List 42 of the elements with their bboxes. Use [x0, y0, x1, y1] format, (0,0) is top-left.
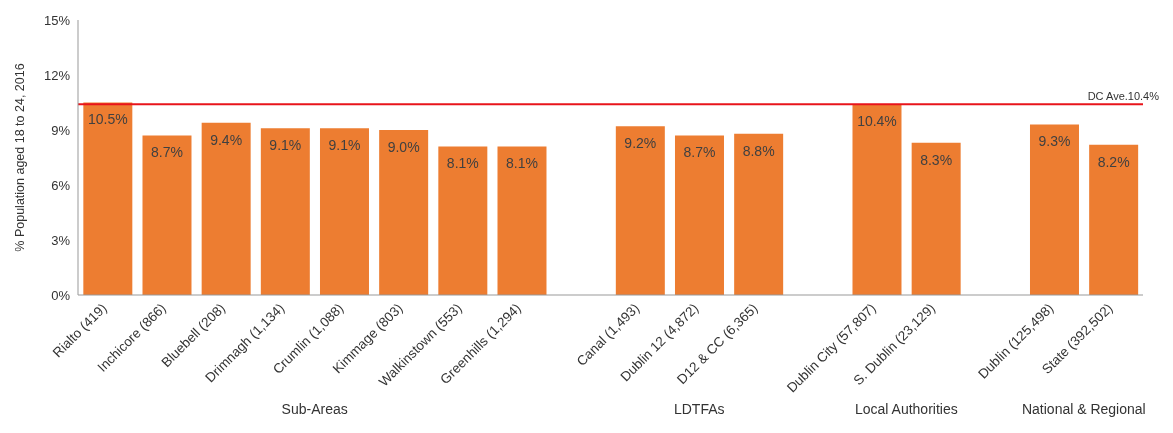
bar [438, 146, 488, 295]
y-tick-label: 6% [51, 177, 71, 193]
bar [497, 146, 547, 295]
bar [83, 102, 133, 295]
y-tick-label: 0% [51, 287, 71, 303]
data-label: 9.1% [269, 137, 302, 154]
data-label: 9.0% [387, 138, 420, 155]
bar [1029, 124, 1079, 295]
y-tick-label: 9% [51, 122, 71, 138]
bar [319, 128, 369, 295]
data-label: 8.8% [742, 142, 775, 159]
data-label: 8.1% [446, 155, 479, 172]
text: Sub-Areas [281, 401, 348, 417]
data-label: 10.5% [87, 111, 128, 128]
data-label: 8.7% [683, 144, 716, 161]
data-label: 9.1% [328, 137, 361, 154]
text: LDTFAs [673, 401, 725, 417]
bar [852, 104, 902, 295]
data-label: 8.7% [151, 144, 183, 161]
text: Local Authorities [854, 401, 958, 417]
bar [379, 130, 429, 295]
bar [201, 122, 251, 295]
bar [674, 135, 724, 295]
bar [911, 142, 961, 295]
bar [734, 133, 784, 295]
y-axis-title: % Population aged 18 to 24, 2016 [13, 63, 28, 252]
bar [142, 135, 192, 295]
data-label: 10.4% [857, 113, 897, 130]
bar [260, 128, 310, 295]
data-label: 8.1% [506, 155, 538, 172]
bar [1089, 144, 1139, 295]
y-tick-label: 15% [43, 12, 71, 28]
bar [615, 126, 665, 295]
y-tick-label: 3% [51, 232, 71, 248]
data-label: 9.4% [210, 131, 243, 148]
data-label: 9.2% [624, 135, 657, 152]
ref-line-label: DC Ave.10.4% [1087, 90, 1160, 103]
data-label: 8.3% [920, 151, 953, 168]
y-tick-label: 12% [43, 67, 71, 83]
text: National & Regional [1021, 401, 1146, 417]
data-label: 9.3% [1038, 133, 1071, 150]
data-label: 8.2% [1097, 153, 1130, 170]
